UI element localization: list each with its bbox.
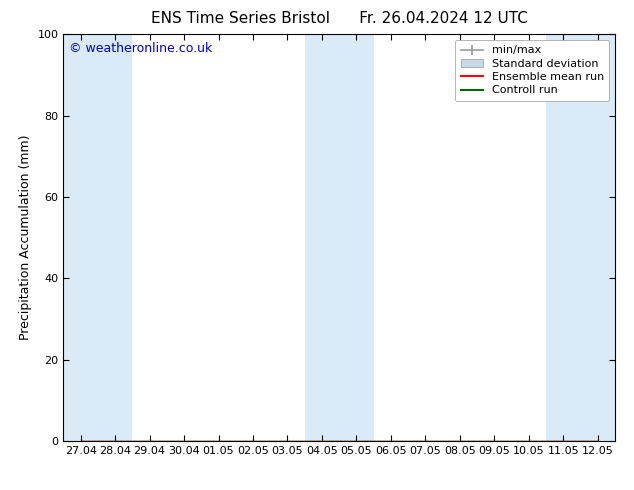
Y-axis label: Precipitation Accumulation (mm): Precipitation Accumulation (mm) bbox=[19, 135, 32, 341]
Title: ENS Time Series Bristol      Fr. 26.04.2024 12 UTC: ENS Time Series Bristol Fr. 26.04.2024 1… bbox=[151, 11, 527, 26]
Bar bbox=[305, 34, 373, 441]
Text: © weatheronline.co.uk: © weatheronline.co.uk bbox=[69, 43, 212, 55]
Bar bbox=[63, 34, 133, 441]
Legend: min/max, Standard deviation, Ensemble mean run, Controll run: min/max, Standard deviation, Ensemble me… bbox=[455, 40, 609, 101]
Bar bbox=[546, 34, 615, 441]
